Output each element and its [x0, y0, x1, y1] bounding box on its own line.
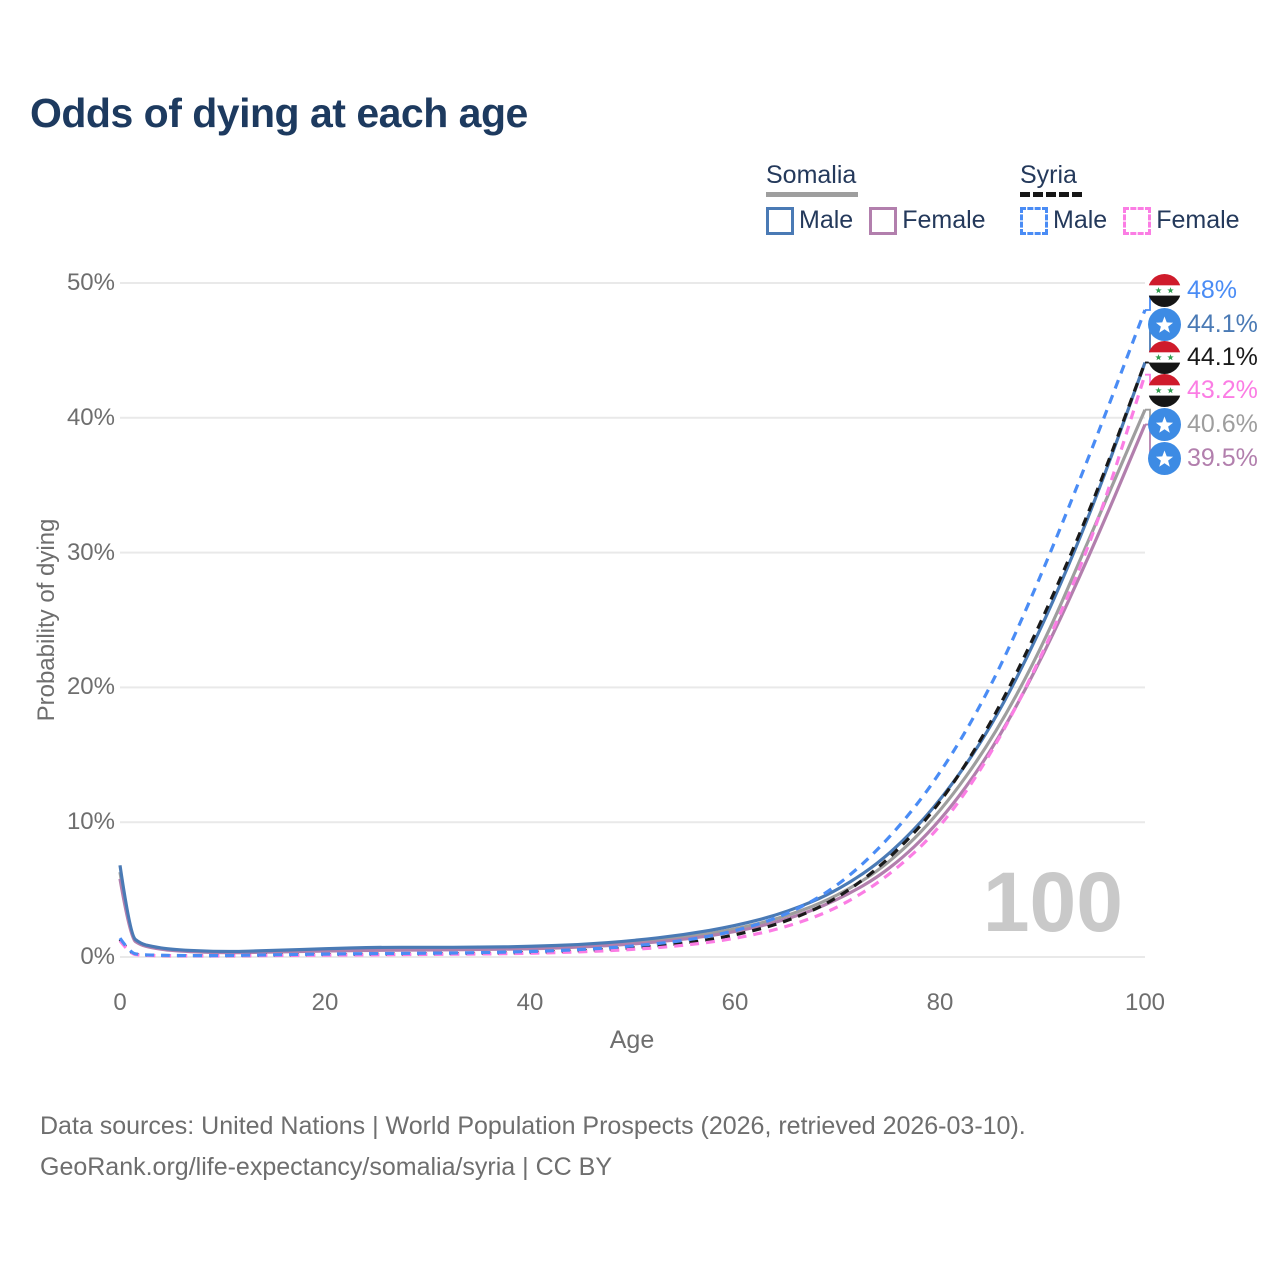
y-tick-30: 30% — [66, 539, 115, 566]
somalia-male-checkbox[interactable] — [766, 206, 794, 235]
legend-country-syria: Syria — [1020, 161, 1077, 189]
end-value: 44.1% — [1187, 310, 1258, 338]
somalia-flag-icon — [1148, 442, 1181, 475]
syria-male-label[interactable]: Male — [1053, 206, 1108, 234]
end-label-somalia-female: 39.5% — [1148, 442, 1258, 475]
end-value: 40.6% — [1187, 410, 1258, 438]
x-tick-20: 20 — [311, 989, 339, 1016]
y-tick-50: 50% — [66, 269, 115, 296]
end-label-syria-female: 43.2% — [1148, 374, 1258, 407]
syria-total-line-swatch — [1020, 192, 1082, 197]
somalia-female-label[interactable]: Female — [902, 206, 986, 234]
end-value: 44.1% — [1187, 343, 1258, 371]
attribution-line: GeoRank.org/life-expectancy/somalia/syri… — [40, 1153, 612, 1181]
end-value: 39.5% — [1187, 444, 1258, 472]
y-axis-title: Probability of dying — [33, 518, 60, 722]
data-sources-line: Data sources: United Nations | World Pop… — [40, 1112, 1026, 1140]
legend-country-somalia: Somalia — [766, 161, 857, 189]
x-tick-40: 40 — [516, 989, 544, 1016]
x-tick-100: 100 — [1124, 989, 1166, 1016]
age-watermark: 100 — [982, 855, 1123, 949]
syria-female-checkbox[interactable] — [1123, 206, 1152, 235]
end-label-syria-total: 44.1% — [1148, 341, 1258, 374]
legend-group-somalia: Somalia Male Female — [766, 162, 1002, 235]
syria-flag-icon — [1148, 341, 1181, 374]
end-label-somalia-male: 44.1% — [1148, 308, 1258, 341]
legend-group-syria: Syria Male Female — [1020, 162, 1256, 235]
end-label-somalia-total: 40.6% — [1148, 408, 1258, 441]
syria-flag-icon — [1148, 374, 1181, 407]
somalia-total-line-swatch — [766, 192, 858, 197]
y-tick-10: 10% — [66, 808, 115, 835]
somalia-female-checkbox[interactable] — [869, 206, 898, 235]
y-tick-20: 20% — [66, 673, 115, 700]
footer: Data sources: United Nations | World Pop… — [40, 1106, 1026, 1188]
syria-male-checkbox[interactable] — [1020, 206, 1048, 235]
x-tick-80: 80 — [926, 989, 954, 1016]
somalia-flag-icon — [1148, 308, 1181, 341]
somalia-male-label[interactable]: Male — [799, 206, 854, 234]
x-tick-60: 60 — [721, 989, 749, 1016]
end-value: 43.2% — [1187, 376, 1258, 404]
y-tick-0: 0% — [80, 943, 115, 970]
end-label-syria-male: 48% — [1148, 274, 1237, 307]
somalia-flag-icon — [1148, 408, 1181, 441]
end-value: 48% — [1187, 276, 1238, 304]
syria-female-label[interactable]: Female — [1156, 206, 1240, 234]
syria-flag-icon — [1148, 274, 1181, 307]
page-title: Odds of dying at each age — [30, 90, 528, 136]
x-axis-title: Age — [609, 1026, 655, 1054]
x-tick-0: 0 — [113, 989, 127, 1016]
y-tick-40: 40% — [66, 404, 115, 431]
